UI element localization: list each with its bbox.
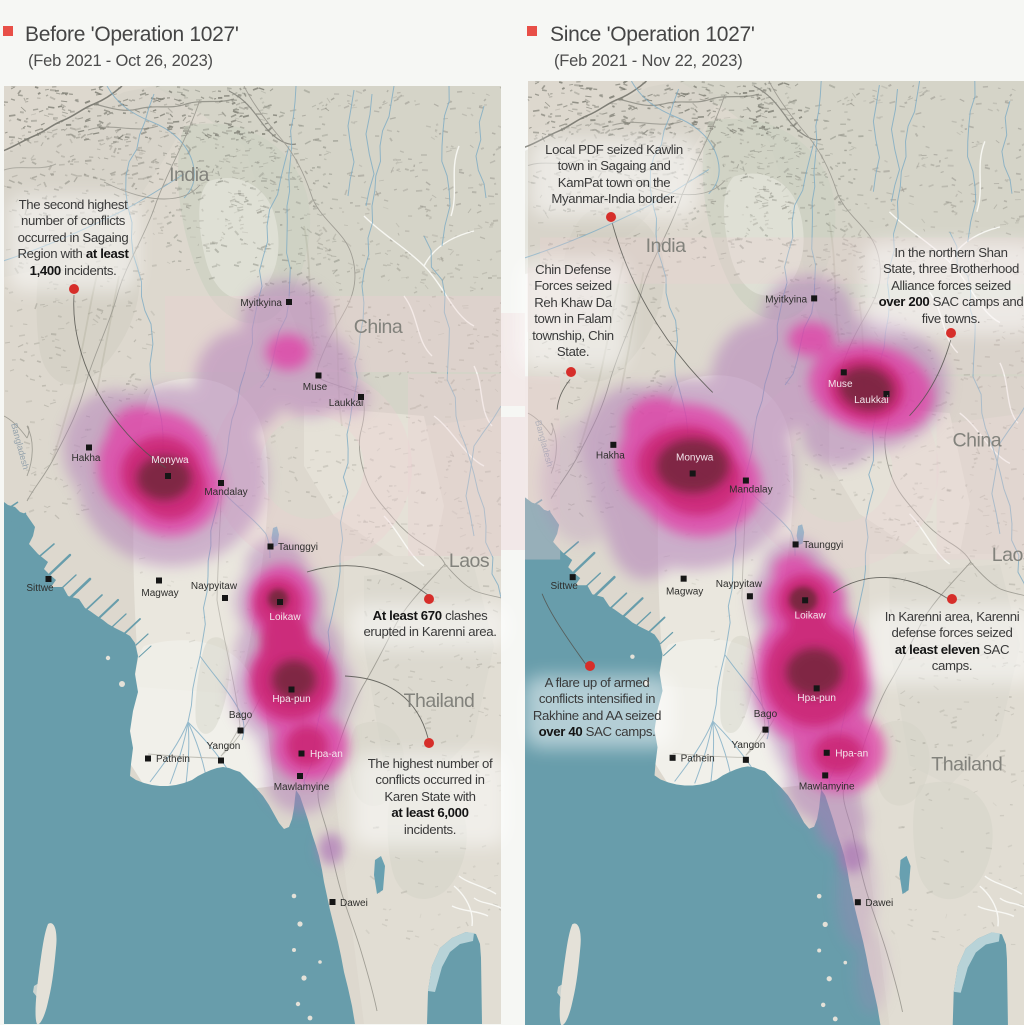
svg-text:Bago: Bago <box>754 709 778 720</box>
svg-text:China: China <box>354 316 403 338</box>
svg-text:Myitkyina: Myitkyina <box>765 294 807 305</box>
svg-text:Sittwe: Sittwe <box>550 581 578 592</box>
svg-text:Yangon: Yangon <box>731 740 765 751</box>
svg-text:Pathein: Pathein <box>681 753 715 764</box>
svg-text:Muse: Muse <box>303 382 328 393</box>
svg-text:India: India <box>646 235 687 257</box>
svg-text:Hpa-pun: Hpa-pun <box>797 692 836 703</box>
svg-text:Hpa-an: Hpa-an <box>835 748 868 759</box>
svg-text:Loikaw: Loikaw <box>269 612 301 623</box>
svg-text:Sittwe: Sittwe <box>26 583 54 594</box>
svg-text:Naypyitaw: Naypyitaw <box>191 581 238 592</box>
svg-text:Myitkyina: Myitkyina <box>240 298 282 309</box>
svg-text:Taunggyi: Taunggyi <box>803 539 843 550</box>
svg-text:Laos: Laos <box>992 544 1024 566</box>
svg-text:Hakha: Hakha <box>596 450 625 461</box>
svg-text:Pathein: Pathein <box>156 754 190 765</box>
svg-text:Taunggyi: Taunggyi <box>278 542 318 553</box>
svg-text:Hpa-pun: Hpa-pun <box>272 694 310 705</box>
svg-text:Naypyitaw: Naypyitaw <box>716 579 763 590</box>
svg-text:Loikaw: Loikaw <box>795 610 827 621</box>
svg-text:Bago: Bago <box>229 710 253 721</box>
svg-text:Dawei: Dawei <box>340 898 368 909</box>
svg-text:Hpa-an: Hpa-an <box>310 749 343 760</box>
svg-text:Monywa: Monywa <box>151 455 189 466</box>
svg-text:Laos: Laos <box>449 550 490 572</box>
svg-text:Hakha: Hakha <box>72 453 101 464</box>
svg-text:Magway: Magway <box>666 586 703 597</box>
svg-text:Mawlamyine: Mawlamyine <box>799 781 855 792</box>
svg-text:Thailand: Thailand <box>404 690 475 712</box>
svg-text:Laukkai: Laukkai <box>854 395 889 406</box>
svg-text:Yangon: Yangon <box>207 741 241 752</box>
svg-text:Mandalay: Mandalay <box>204 487 247 498</box>
svg-text:China: China <box>952 429 1001 451</box>
svg-text:Dawei: Dawei <box>865 898 893 909</box>
svg-text:India: India <box>169 164 209 186</box>
svg-text:Mandalay: Mandalay <box>729 484 773 495</box>
svg-text:Muse: Muse <box>828 378 853 389</box>
svg-text:Mawlamyine: Mawlamyine <box>274 782 330 793</box>
svg-text:Monywa: Monywa <box>676 452 714 463</box>
svg-text:Thailand: Thailand <box>931 753 1002 775</box>
svg-text:Laukkai: Laukkai <box>329 398 363 409</box>
svg-text:Magway: Magway <box>141 588 178 599</box>
